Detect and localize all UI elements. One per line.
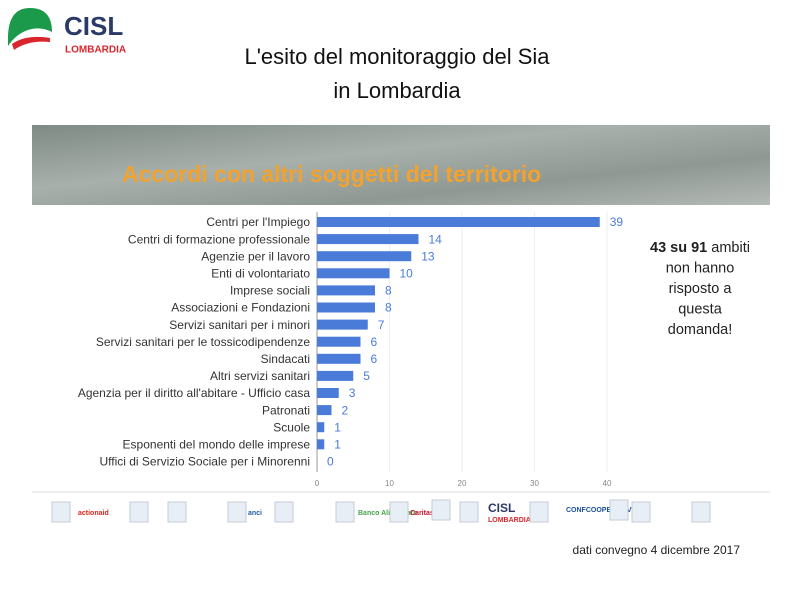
value-label: 10 bbox=[400, 266, 414, 280]
y-tick-label: Sindacati bbox=[261, 352, 310, 366]
bar bbox=[317, 251, 412, 262]
sponsor-icon bbox=[691, 501, 711, 523]
x-tick-label: 0 bbox=[315, 479, 320, 488]
bar bbox=[317, 319, 368, 330]
footer: dati convegno 4 dicembre 2017 bbox=[573, 543, 741, 557]
y-tick-label: Centri di formazione professionale bbox=[128, 232, 310, 246]
x-tick-label: 30 bbox=[530, 479, 539, 488]
slide-title: in Lombardia bbox=[333, 78, 461, 103]
value-label: 14 bbox=[429, 232, 443, 246]
x-tick-label: 10 bbox=[385, 479, 394, 488]
bar bbox=[317, 336, 361, 347]
y-tick-label: Agenzia per il diritto all'abitare - Uff… bbox=[78, 386, 311, 400]
logo-mark bbox=[8, 8, 52, 46]
sponsor-icon bbox=[227, 501, 247, 523]
bar bbox=[317, 234, 419, 245]
sponsor-icon bbox=[529, 501, 549, 523]
y-tick-label: Agenzie per il lavoro bbox=[201, 249, 310, 263]
value-label: 39 bbox=[610, 215, 624, 229]
annotation: 43 su 91 ambiti bbox=[650, 240, 750, 256]
y-tick-label: Esponenti del mondo delle imprese bbox=[123, 437, 311, 451]
banner bbox=[32, 125, 770, 205]
bar bbox=[317, 388, 339, 398]
y-tick-label: Servizi sanitari per le tossicodipendenz… bbox=[96, 335, 310, 349]
sponsor-icon bbox=[389, 501, 409, 523]
sponsor-icon bbox=[609, 499, 629, 521]
y-tick-label: Scuole bbox=[273, 420, 310, 434]
annotation-bold: 43 su 91 bbox=[650, 240, 707, 256]
x-tick-label: 40 bbox=[603, 479, 612, 488]
y-tick-label: Enti di volontariato bbox=[211, 266, 310, 280]
sponsor-logo: anci bbox=[248, 510, 262, 517]
annotation-line: risposto a bbox=[669, 281, 733, 297]
y-tick-label: Servizi sanitari per i minori bbox=[169, 318, 310, 332]
value-label: 2 bbox=[342, 403, 349, 417]
bar bbox=[317, 285, 375, 296]
value-label: 5 bbox=[363, 369, 370, 383]
value-label: 6 bbox=[371, 352, 378, 366]
y-tick-label: Associazioni e Fondazioni bbox=[171, 301, 310, 315]
sponsor-icon bbox=[335, 501, 355, 523]
y-tick-label: Altri servizi sanitari bbox=[210, 369, 310, 383]
y-tick-label: Patronati bbox=[262, 403, 310, 417]
sponsor-logo: actionaid bbox=[78, 510, 109, 517]
sponsor-icon bbox=[129, 501, 149, 523]
sponsor-icon bbox=[459, 501, 479, 523]
annotation-line: ambiti bbox=[707, 240, 750, 256]
bar bbox=[317, 370, 354, 381]
annotation-line: questa bbox=[678, 301, 722, 317]
logo-region: LOMBARDIA bbox=[65, 45, 126, 56]
bar bbox=[317, 422, 325, 433]
logo-name: CISL bbox=[64, 11, 123, 41]
sponsor-icon bbox=[631, 501, 651, 523]
sponsor-logo: CONFCOOPERATIVE bbox=[566, 507, 637, 514]
x-tick-label: 20 bbox=[458, 479, 467, 488]
value-label: 8 bbox=[385, 301, 392, 315]
annotation-line: domanda! bbox=[668, 322, 733, 338]
bar bbox=[317, 302, 375, 313]
annotation-line: non hanno bbox=[666, 260, 735, 276]
sponsor-icon bbox=[274, 501, 294, 523]
bar bbox=[317, 217, 600, 227]
sponsor-icon bbox=[167, 501, 187, 523]
slide-title: L'esito del monitoraggio del Sia bbox=[244, 44, 550, 69]
chart-title: Accordi con altri soggetti del territori… bbox=[122, 161, 541, 187]
y-tick-label: Uffici di Servizio Sociale per i Minoren… bbox=[99, 455, 310, 469]
bar bbox=[317, 353, 361, 364]
bar bbox=[317, 439, 325, 450]
sponsor-logo: Banco Alimentare bbox=[358, 510, 417, 517]
y-tick-label: Imprese sociali bbox=[230, 284, 310, 298]
sponsor-logo: Caritas bbox=[410, 510, 434, 517]
sponsor-logo: CISL bbox=[488, 501, 515, 515]
value-label: 1 bbox=[334, 420, 341, 434]
sponsor-icon bbox=[431, 499, 451, 521]
sponsor-icon bbox=[51, 501, 71, 523]
value-label: 7 bbox=[378, 318, 385, 332]
bar bbox=[317, 268, 390, 279]
value-label: 1 bbox=[334, 437, 341, 451]
value-label: 3 bbox=[349, 386, 356, 400]
sponsor-logo: LOMBARDIA bbox=[488, 517, 531, 524]
value-label: 6 bbox=[371, 335, 378, 349]
annotation-lines: non hanno risposto a questa domanda! bbox=[666, 260, 735, 338]
value-label: 8 bbox=[385, 284, 392, 298]
value-label: 0 bbox=[327, 455, 334, 469]
y-tick-label: Centri per l'Impiego bbox=[206, 215, 310, 229]
logo-stripe bbox=[12, 36, 50, 50]
logo: CISL LOMBARDIA bbox=[8, 8, 126, 56]
bar bbox=[317, 405, 332, 416]
value-label: 13 bbox=[421, 249, 435, 263]
